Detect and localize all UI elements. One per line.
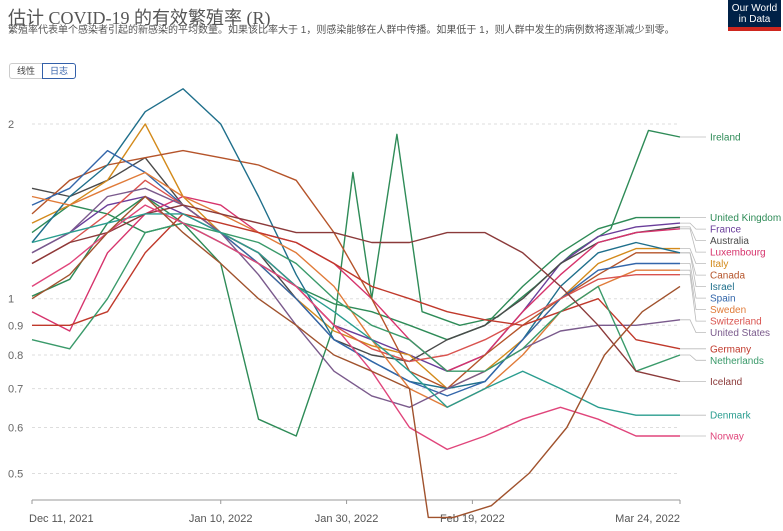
y-tick-label: 0.8 <box>8 350 23 362</box>
legend-label-luxembourg: Luxembourg <box>710 248 766 259</box>
legend-label-netherlands: Netherlands <box>710 356 764 367</box>
legend-label-ireland: Ireland <box>710 132 741 143</box>
logo-line-1: Our World <box>731 3 778 14</box>
logo-line-2: in Data <box>738 14 771 25</box>
legend-label-germany: Germany <box>710 344 751 355</box>
legend-label-israel: Israel <box>710 282 734 293</box>
series-line-denmark <box>31 213 680 416</box>
series-line-unlabeled <box>31 195 681 519</box>
series-line-switzerland <box>31 179 680 363</box>
legend-label-sweden: Sweden <box>710 305 746 316</box>
legend-label-norway: Norway <box>710 432 744 443</box>
legend-connector-switzerland <box>680 274 706 322</box>
series-lines <box>31 88 681 519</box>
legend-label-spain: Spain <box>710 294 736 305</box>
series-line-germany <box>32 213 681 350</box>
legend-connector-luxembourg <box>680 228 706 253</box>
x-axis: Dec 11, 2021 Jan 10, 2022 Jan 30, 2022 Feb … <box>29 499 681 525</box>
y-axis: 0.5 0.6 0.7 0.8 0.9 1 2 <box>8 119 23 480</box>
legend-label-united-states: United States <box>710 328 770 339</box>
legend-label-united-kingdom: United Kingdom <box>710 213 781 224</box>
series-line-spain <box>31 149 680 397</box>
legend-label-canada: Canada <box>710 271 745 282</box>
series-line-netherlands <box>31 222 681 372</box>
legend-connector-sweden <box>680 269 706 311</box>
y-tick-label: 0.9 <box>8 320 23 332</box>
x-tick-label: Feb 19, 2022 <box>440 513 505 525</box>
owid-logo[interactable]: Our World in Data <box>728 0 781 31</box>
legend-connector-netherlands <box>680 354 706 361</box>
legend-connector-united-states <box>680 319 706 334</box>
y-tick-label: 0.6 <box>8 422 23 434</box>
legend-connector-italy <box>680 248 706 265</box>
y-tick-label: 2 <box>8 119 14 131</box>
legend-label-iceland: Iceland <box>710 377 742 388</box>
legend-label-italy: Italy <box>710 259 728 270</box>
chart-subtitle: 繁殖率代表单个感染者引起的新感染的平均数量。如果该比率大于 1，则感染能够在人群… <box>8 25 675 36</box>
series-line-united-kingdom <box>31 204 680 341</box>
scale-toggle[interactable]: 线性 日志 <box>9 63 77 79</box>
legend-label-france: France <box>710 225 742 236</box>
legend: Ireland United KingdomFranceAustraliaLuxe… <box>680 132 781 443</box>
x-tick-label: Jan 10, 2022 <box>189 513 253 525</box>
x-tick-label: Jan 30, 2022 <box>315 513 379 525</box>
series-line-norway <box>31 204 680 451</box>
legend-label-australia: Australia <box>710 236 749 247</box>
logo-accent-bar <box>728 27 781 31</box>
legend-label-denmark: Denmark <box>710 411 752 422</box>
legend-label-switzerland: Switzerland <box>710 317 762 328</box>
legend-connector-australia <box>680 226 706 242</box>
series-line-luxembourg <box>31 195 681 372</box>
legend-connector-france <box>680 222 706 230</box>
legend-connector-israel <box>680 252 706 288</box>
series-line-france <box>31 195 681 372</box>
y-tick-label: 1 <box>8 294 14 306</box>
linear-scale-button[interactable]: 线性 <box>9 63 43 79</box>
series-line-united-states <box>31 187 681 408</box>
grid <box>32 123 680 474</box>
chart-title: 估计 COVID-19 的有效繁殖率 (R) <box>8 8 271 28</box>
x-tick-label: Dec 11, 2021 <box>29 513 94 525</box>
y-tick-label: 0.7 <box>8 384 23 396</box>
legend-connector-spain <box>680 263 706 299</box>
series-line-iceland <box>31 204 681 383</box>
y-tick-label: 0.5 <box>8 468 23 480</box>
x-tick-label: Mar 24, 2022 <box>615 513 680 525</box>
log-scale-button[interactable]: 日志 <box>42 63 77 79</box>
